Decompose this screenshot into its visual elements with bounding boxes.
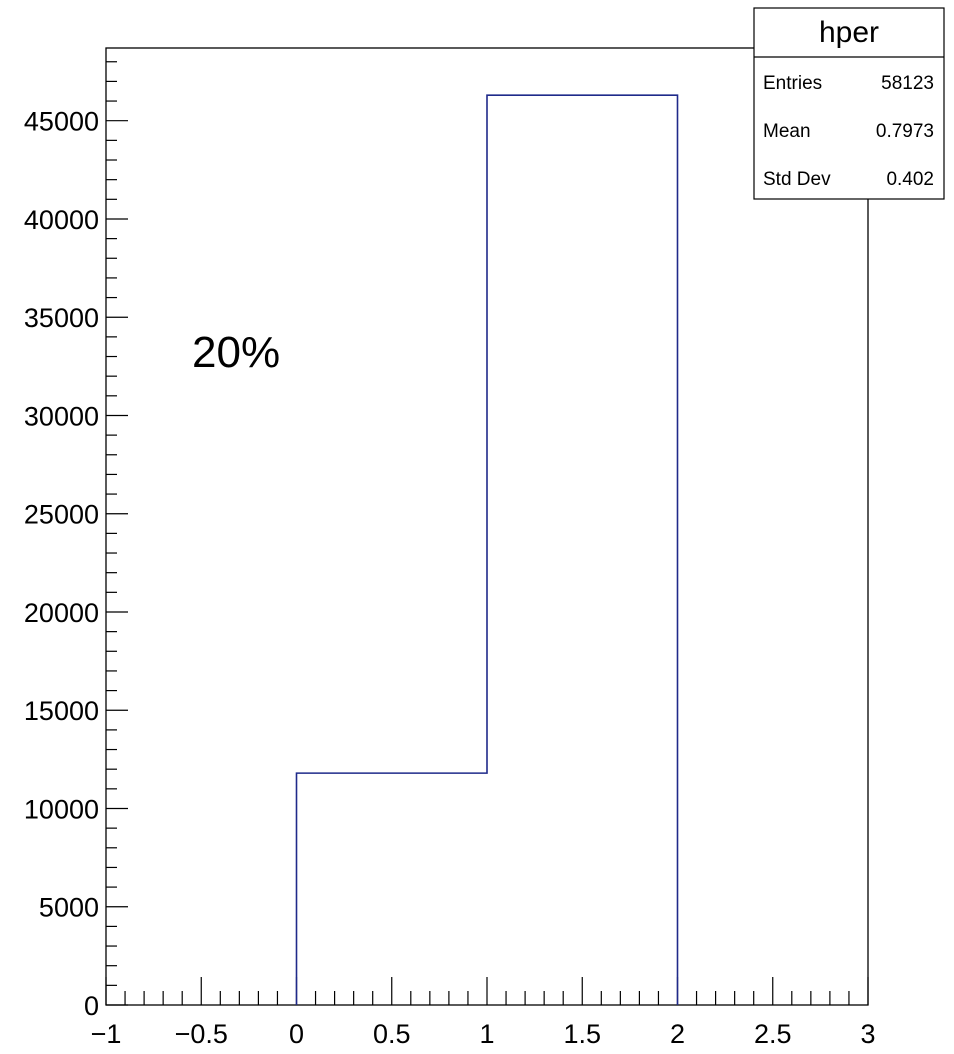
histogram-bins <box>295 94 679 1005</box>
y-tick-label: 45000 <box>24 107 99 137</box>
y-tick-label: 25000 <box>24 500 99 530</box>
stats-box-frame <box>753 7 945 200</box>
x-tick-label: −1 <box>91 1019 122 1049</box>
stats-mean-value: 0.7973 <box>876 121 934 142</box>
x-tick-label: −0.5 <box>175 1019 228 1049</box>
annotation-label: 20% <box>192 328 280 377</box>
x-tick-label: 1.5 <box>563 1019 601 1049</box>
stats-stddev-label: Std Dev <box>763 169 831 190</box>
y-tick-label: 0 <box>84 991 99 1021</box>
x-axis-ticks: −1 −0.5 0 0.5 1 1.5 2 2.5 3 <box>91 977 876 1049</box>
stats-mean-label: Mean <box>763 121 811 142</box>
stats-box: hper Entries 58123 Mean 0.7973 Std Dev 0… <box>753 7 945 200</box>
stats-box-title: hper <box>819 16 879 49</box>
x-tick-label: 1 <box>479 1019 494 1049</box>
y-tick-label: 10000 <box>24 794 99 824</box>
x-tick-label: 0 <box>289 1019 304 1049</box>
x-tick-label: 2.5 <box>754 1019 792 1049</box>
histogram-bin <box>487 95 678 1005</box>
y-axis-ticks: 0 5000 10000 15000 20000 25000 30000 35000 40000… <box>24 61 128 1021</box>
x-tick-label: 3 <box>860 1019 875 1049</box>
histogram-outline <box>295 94 679 1005</box>
y-tick-label: 35000 <box>24 303 99 333</box>
x-tick-label: 0.5 <box>373 1019 411 1049</box>
stats-stddev-value: 0.402 <box>886 169 934 190</box>
stats-entries-value: 58123 <box>881 73 934 94</box>
y-tick-label: 40000 <box>24 205 99 235</box>
y-tick-label: 30000 <box>24 401 99 431</box>
y-tick-label: 20000 <box>24 598 99 628</box>
y-tick-label: 5000 <box>39 893 99 923</box>
y-tick-label: 15000 <box>24 696 99 726</box>
histogram-bin <box>297 773 488 1005</box>
x-tick-label: 2 <box>670 1019 685 1049</box>
stats-entries-label: Entries <box>763 73 822 94</box>
